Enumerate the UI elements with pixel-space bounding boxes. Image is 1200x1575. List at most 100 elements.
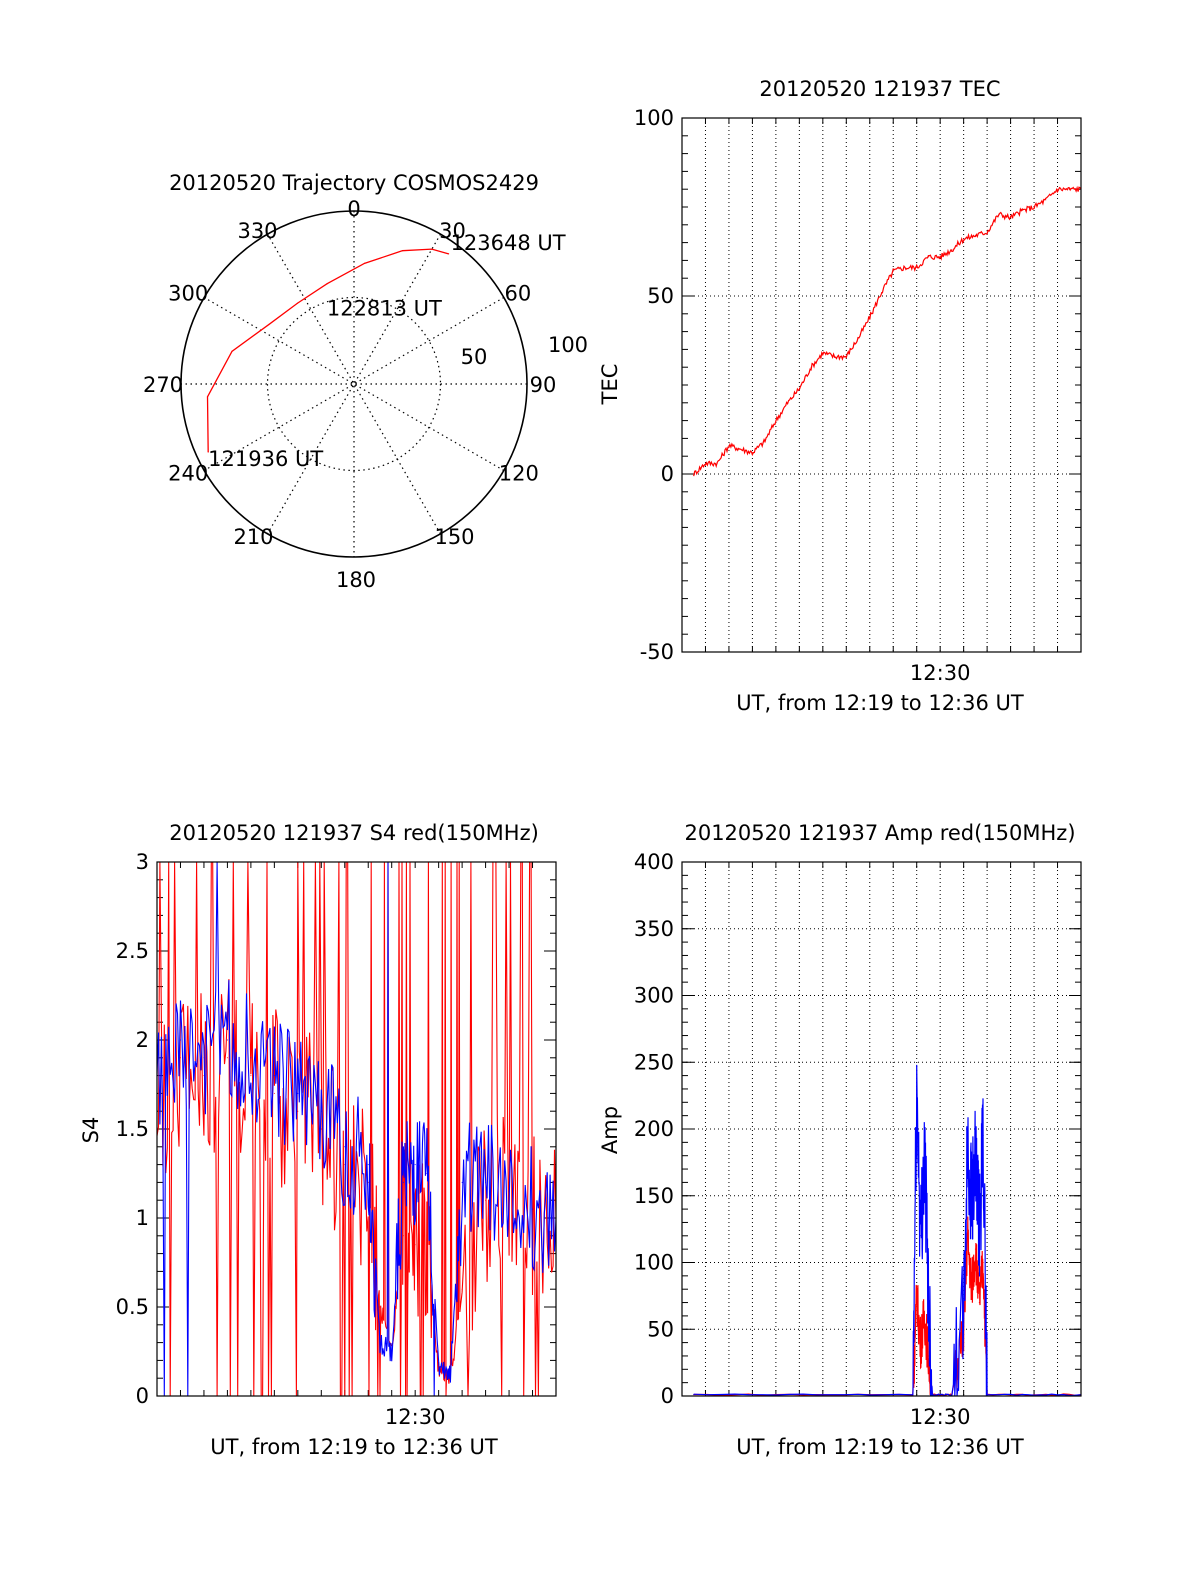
series-point (892, 270, 894, 272)
polar-inner-circle (266, 296, 442, 472)
polar-outer-circle (180, 210, 528, 558)
series-point (426, 1235, 428, 1237)
series-point (414, 1244, 416, 1246)
plot-frame (681, 117, 1082, 653)
y-tick-label: 50 (647, 1317, 674, 1341)
polar-trajectory-point (268, 323, 270, 326)
y-tick-label: 1.5 (116, 1117, 149, 1141)
polar-spoke (203, 296, 505, 472)
series-point (1021, 210, 1023, 212)
s4-ylabel: S4 (79, 1117, 103, 1144)
polar-angle-label-150: 150 (434, 525, 474, 549)
series-point (449, 1374, 451, 1376)
y-tick-label: 0 (661, 462, 674, 486)
y-tick-label: 3 (136, 850, 149, 874)
series-point (916, 1295, 918, 1297)
polar-angle-label-270: 270 (143, 373, 183, 397)
series-point (402, 1235, 404, 1237)
series-point (974, 1248, 976, 1250)
series-point (273, 1092, 275, 1094)
series-point (787, 402, 789, 404)
series-line-0 (156, 861, 557, 1397)
amp-xlabel: UT, from 12:19 to 12:36 UT (736, 1435, 1024, 1459)
series-point (978, 1302, 980, 1304)
tec-panel: 20120520 121937 TEC TEC UT, from 12:19 t… (598, 77, 1082, 715)
x-tick-label: 12:30 (385, 1405, 446, 1429)
series-point (1033, 206, 1035, 208)
series-line-1 (156, 861, 557, 1397)
series-point (927, 256, 929, 258)
y-tick-label: 0.5 (116, 1295, 149, 1319)
series-point (822, 352, 824, 354)
series-point (924, 1155, 926, 1157)
series-point (438, 1368, 440, 1370)
series-point (532, 1208, 534, 1210)
series-point (179, 1039, 181, 1041)
series-point (461, 1181, 463, 1183)
series-point (970, 1195, 972, 1197)
y-tick-label: 100 (634, 1251, 674, 1275)
series-point (203, 1057, 205, 1059)
y-tick-label: 400 (634, 850, 674, 874)
y-tick-label: 0 (136, 1384, 149, 1408)
polar-trajectory-point (447, 253, 450, 255)
series-point (982, 1135, 984, 1137)
series-point (461, 1288, 463, 1290)
x-tick-label: 12:30 (910, 661, 971, 685)
series-point (798, 388, 800, 390)
series-point (927, 1355, 929, 1357)
polar-trajectory: 121936 UT 122813 UT 123648 UT (206, 231, 566, 471)
series-point (485, 1199, 487, 1201)
series-point (379, 1306, 381, 1308)
y-tick-label: 350 (634, 917, 674, 941)
series-line-0 (693, 1216, 1082, 1397)
amp-ylabel: Amp (598, 1106, 622, 1154)
series-point (857, 338, 859, 340)
series-point (1068, 188, 1070, 190)
polar-trajectory-point (401, 250, 404, 252)
polar-trajectory-line (206, 248, 449, 453)
series-point (970, 1288, 972, 1290)
polar-spoke (266, 233, 442, 535)
series-line-0 (693, 185, 1082, 477)
series-point (740, 448, 742, 450)
series-point (967, 1235, 969, 1237)
series-point (998, 213, 1000, 215)
polar-angle-label-30: 30 (439, 219, 466, 243)
series-point (963, 1315, 965, 1317)
polar-angle-label-120: 120 (499, 462, 539, 486)
y-tick-label: -50 (640, 640, 674, 664)
polar-annotation: 121936 UT (208, 447, 323, 471)
series-point (297, 1110, 299, 1112)
series-point (402, 1181, 404, 1183)
series-point (1045, 199, 1047, 201)
series-point (845, 356, 847, 358)
series-point (179, 1057, 181, 1059)
polar-grid (180, 210, 528, 558)
y-tick-label: 2 (136, 1028, 149, 1052)
polar-angle-labels: 0 30 60 90 120 150 180 210 240 270 300 330 50 100 (143, 197, 588, 592)
series-point (367, 1164, 369, 1166)
plot-frame (681, 861, 1082, 1397)
series-point (775, 420, 777, 422)
y-tick-label: 0 (661, 1384, 674, 1408)
series-point (924, 1315, 926, 1317)
plot-frame (156, 861, 557, 1397)
polar-trajectory-point (326, 283, 328, 285)
series-point (508, 1190, 510, 1192)
polar-angle-label-210: 210 (233, 525, 273, 549)
series-point (927, 1288, 929, 1290)
y-tick-label: 200 (634, 1117, 674, 1141)
s4-title: 20120520 121937 S4 red(150MHz) (169, 821, 539, 845)
series-point (982, 1262, 984, 1263)
series-point (226, 1039, 228, 1041)
series-point (916, 1088, 918, 1090)
y-tick-label: 300 (634, 984, 674, 1008)
series-point (704, 462, 706, 464)
series-point (693, 1394, 695, 1396)
series-point (693, 473, 695, 475)
series-point (986, 1394, 988, 1396)
y-tick-label: 1 (136, 1206, 149, 1230)
tec-ylabel: TEC (598, 364, 622, 406)
